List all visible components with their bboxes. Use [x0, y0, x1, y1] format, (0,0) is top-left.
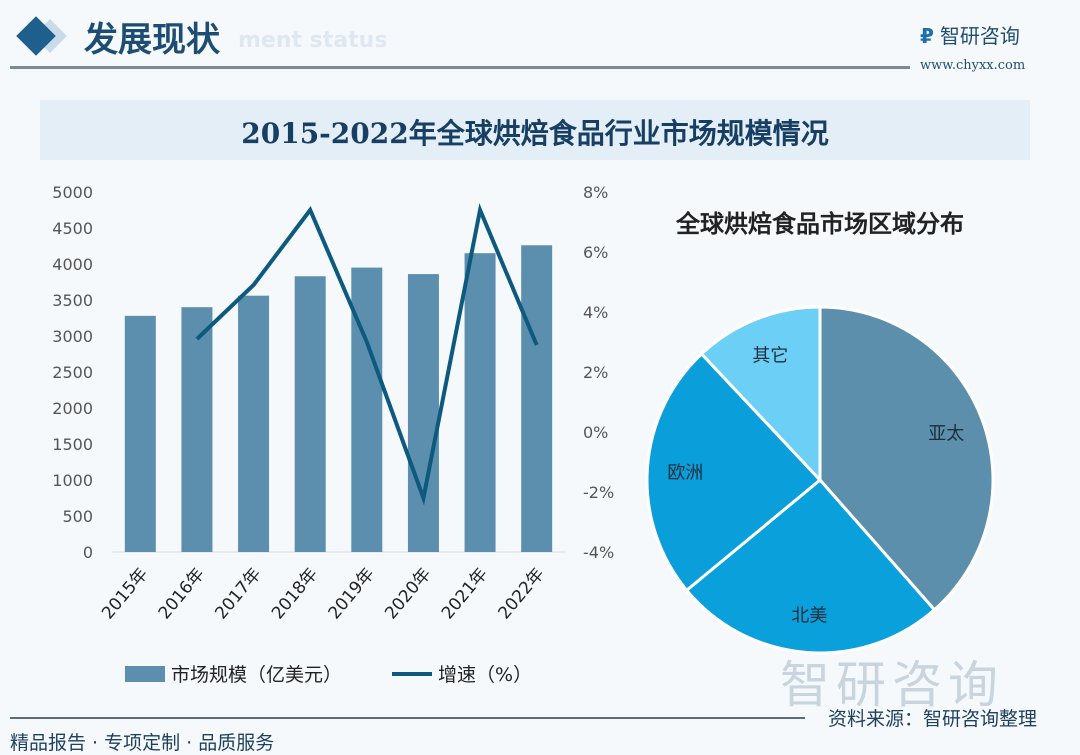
chart-title-band — [40, 100, 1030, 160]
bar-2021年 — [464, 253, 496, 552]
y2-tick-label: -2% — [583, 483, 614, 502]
y2-tick-label: 6% — [583, 243, 608, 262]
pie-label: 北美 — [791, 606, 827, 627]
brand-name: 智研咨询 — [939, 24, 1020, 48]
bar-2020年 — [407, 274, 439, 552]
pie-label: 欧洲 — [667, 463, 703, 484]
legend: 市场规模（亿美元） 增速（%） — [125, 660, 532, 687]
header-divider — [10, 66, 910, 69]
x-tick-label: 2018年 — [268, 564, 322, 623]
y2-tick-label: 4% — [583, 303, 608, 322]
y-tick-label: 2000 — [52, 399, 93, 418]
x-tick-label: 2020年 — [381, 564, 435, 623]
pie-title: 全球烘焙食品市场区域分布 — [675, 210, 964, 238]
legend-label: 市场规模（亿美元） — [171, 664, 343, 686]
y-tick-label: 0 — [83, 543, 93, 562]
y-tick-label: 5000 — [52, 183, 93, 202]
footer-slogan: 精品报告 · 专项定制 · 品质服务 — [10, 732, 275, 754]
y-tick-label: 3500 — [52, 291, 93, 310]
watermark: 智研咨询 — [780, 656, 1004, 714]
pie-label: 其它 — [752, 346, 788, 367]
legend-item-growth: 增速（%） — [392, 660, 532, 687]
x-tick-label: 2016年 — [155, 564, 209, 623]
legend-label: 增速（%） — [438, 664, 533, 686]
y-tick-label: 1500 — [52, 435, 93, 454]
brand-logo: ₽ 智研咨询 — [920, 20, 1020, 49]
y2-tick-label: 0% — [583, 423, 608, 442]
y-tick-label: 500 — [62, 507, 93, 526]
brand-logo-icon: ₽ — [920, 24, 934, 48]
y-tick-label: 4000 — [52, 255, 93, 274]
section-title: 发展现状 — [84, 20, 220, 60]
y-tick-label: 2500 — [52, 363, 93, 382]
y2-tick-label: 8% — [583, 183, 608, 202]
bar-2022年 — [521, 245, 553, 552]
chart-title: 2015-2022年全球烘焙食品行业市场规模情况 — [241, 117, 829, 150]
brand-url: www.chyxx.com — [920, 58, 1026, 73]
x-tick-label: 2017年 — [211, 564, 265, 623]
y-tick-label: 3000 — [52, 327, 93, 346]
y-tick-label: 4500 — [52, 219, 93, 238]
x-tick-label: 2019年 — [325, 564, 379, 623]
y2-tick-label: -4% — [583, 543, 614, 562]
bar-2015年 — [124, 315, 156, 552]
source-note: 资料来源：智研咨询整理 — [828, 708, 1038, 730]
pie-slice-亚太 — [818, 305, 995, 612]
bar-2016年 — [181, 307, 213, 552]
bar-2018年 — [294, 276, 326, 552]
section-subtitle: ment status — [238, 28, 388, 53]
pie-slice-欧洲 — [645, 351, 823, 593]
footer-divider — [10, 717, 805, 719]
x-tick-label: 2015年 — [98, 564, 152, 623]
pie-slice-其它 — [699, 305, 822, 484]
y-tick-label: 1000 — [52, 471, 93, 490]
pie-slice-北美 — [684, 477, 937, 655]
pie-label: 亚太 — [928, 423, 964, 444]
legend-swatch-bar — [125, 665, 165, 682]
legend-item-market: 市场规模（亿美元） — [125, 660, 342, 687]
y2-tick-label: 2% — [583, 363, 608, 382]
x-tick-label: 2022年 — [494, 564, 548, 623]
bar-2017年 — [238, 295, 270, 552]
bar-2019年 — [351, 267, 383, 552]
x-tick-label: 2021年 — [438, 564, 492, 623]
legend-swatch-line — [392, 671, 433, 676]
